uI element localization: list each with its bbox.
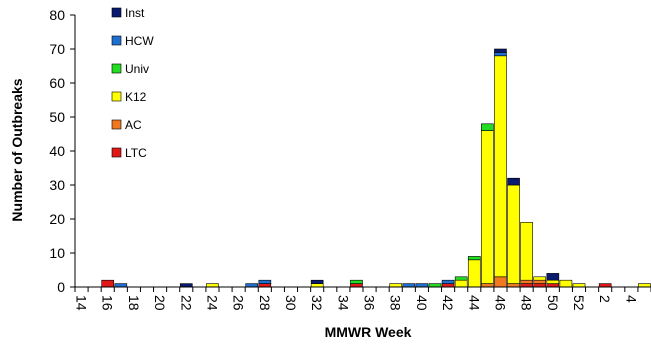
bar-segment-inst-week-22 — [179, 283, 193, 288]
legend-label-univ: Univ — [125, 62, 149, 76]
bar-segment-k12-week-49 — [533, 276, 547, 281]
x-tick-label-34: 34 — [335, 295, 351, 311]
bar-stacks — [101, 48, 651, 288]
x-tick-label-46: 46 — [492, 295, 508, 311]
legend-swatch-ac — [111, 119, 122, 130]
legend-swatch-ltc — [111, 147, 122, 158]
bar-segment-hcw-week-28 — [258, 279, 272, 284]
bar-segment-hcw-week-42 — [441, 279, 455, 284]
bar-segment-k12-week-50 — [546, 279, 560, 284]
legend-swatch-hcw — [111, 35, 122, 46]
axes — [70, 14, 651, 292]
bar-segment-univ-week-35 — [350, 279, 363, 284]
x-tick-label-28: 28 — [257, 295, 273, 311]
y-tick-labels: 0 10 20 30 40 50 60 70 80 — [49, 7, 65, 295]
x-tick-label-32: 32 — [309, 295, 325, 311]
bar-segment-univ-week-45 — [481, 123, 494, 131]
y-tick-label-10: 10 — [49, 245, 65, 261]
y-tick-label-80: 80 — [49, 7, 65, 23]
y-tick-label-60: 60 — [49, 75, 65, 91]
bar-segment-k12-week-51 — [559, 279, 573, 288]
bar-segment-hcw-week-46 — [494, 52, 507, 57]
bar-segment-k12-week-45 — [481, 130, 494, 284]
bar-segment-ltc-week-50 — [546, 283, 560, 288]
bar-segment-k12-week-44 — [467, 259, 481, 288]
bar-segment-inst-week-46 — [494, 48, 507, 53]
bar-segment-inst-week-32 — [310, 279, 324, 284]
bar-segment-hcw-week-40 — [415, 283, 429, 288]
bar-segment-ac-week-47 — [507, 283, 520, 288]
y-tick-label-50: 50 — [49, 109, 65, 125]
x-tick-labels: 14 16 18 20 22 24 26 28 30 32 34 36 38 40 42 44 46 48 50 52… — [74, 295, 640, 311]
bar-segment-hcw-week-17 — [114, 283, 128, 288]
bar-segment-k12-week-24 — [206, 283, 219, 288]
x-tick-label-20: 20 — [152, 295, 168, 311]
x-tick-label-48: 48 — [519, 295, 535, 311]
x-tick-label-38: 38 — [388, 295, 404, 311]
bar-segment-k12-week-43 — [454, 279, 468, 288]
x-tick-label-18: 18 — [126, 295, 142, 311]
bar-segment-k12-week-38 — [389, 283, 403, 288]
bar-segment-ltc-week-49 — [533, 283, 547, 288]
y-tick-label-20: 20 — [49, 211, 65, 227]
bar-segment-ltc-week-2 — [598, 283, 612, 288]
bar-segment-hcw-week-39 — [402, 283, 416, 288]
y-tick-label-0: 0 — [57, 279, 65, 295]
x-tick-label-42: 42 — [440, 295, 456, 311]
bar-segment-ac-week-48 — [520, 279, 533, 284]
legend-label-ac: AC — [125, 118, 142, 132]
bar-segment-ac-week-46 — [494, 276, 507, 288]
y-tick-label-40: 40 — [49, 143, 65, 159]
legend-label-ltc: LTC — [125, 146, 147, 160]
bar-segment-ac-week-49 — [533, 279, 547, 284]
bar-segment-ltc-week-42 — [441, 283, 455, 288]
bar-segment-inst-week-50 — [546, 273, 560, 281]
bar-segment-k12-week-47 — [507, 184, 520, 284]
bar-segment-k12-week-32 — [310, 283, 324, 288]
x-tick-label-26: 26 — [231, 295, 247, 311]
legend-label-inst: Inst — [125, 6, 145, 20]
x-tick-label-30: 30 — [283, 295, 299, 311]
x-tick-label-52: 52 — [571, 295, 587, 311]
x-axis-title: MMWR Week — [325, 324, 412, 340]
legend-label-k12: K12 — [125, 90, 147, 104]
bar-segment-ac-week-45 — [481, 283, 494, 288]
x-tick-label-40: 40 — [414, 295, 430, 311]
legend-swatch-k12 — [111, 91, 122, 102]
bar-segment-inst-week-47 — [507, 177, 520, 186]
x-tick-label-2: 2 — [597, 295, 613, 303]
legend-swatch-inst — [111, 7, 122, 18]
x-tick-label-14: 14 — [74, 295, 90, 311]
x-tick-label-36: 36 — [362, 295, 378, 311]
bar-segment-k12-week-52 — [572, 283, 586, 288]
y-tick-label-70: 70 — [49, 41, 65, 57]
bar-segment-k12-week-46 — [494, 55, 507, 278]
legend-swatch-univ — [111, 63, 122, 74]
bar-segment-univ-week-44 — [467, 256, 481, 261]
bar-segment-ltc-week-48 — [520, 283, 533, 288]
y-axis-title: Number of Outbreaks — [9, 78, 25, 221]
x-tick-label-50: 50 — [545, 295, 561, 311]
bar-segment-univ-week-43 — [454, 276, 468, 281]
x-tick-label-16: 16 — [100, 295, 116, 311]
bar-segment-hcw-week-27 — [245, 283, 259, 288]
x-tick-label-24: 24 — [204, 295, 220, 311]
bar-segment-univ-week-41 — [428, 283, 442, 288]
bar-segment-k12-week-5 — [638, 283, 651, 288]
x-tick-label-22: 22 — [178, 295, 194, 311]
bar-segment-ltc-week-35 — [350, 283, 363, 288]
bar-segment-ltc-week-28 — [258, 283, 272, 288]
y-tick-label-30: 30 — [49, 177, 65, 193]
bar-segment-ltc-week-16 — [101, 279, 115, 288]
legend-label-hcw: HCW — [125, 34, 154, 48]
bar-segment-k12-week-48 — [520, 222, 533, 281]
x-tick-label-44: 44 — [466, 295, 482, 311]
x-tick-label-4: 4 — [623, 295, 639, 303]
legend: Inst HCW Univ K12 AC LTC — [111, 6, 154, 160]
